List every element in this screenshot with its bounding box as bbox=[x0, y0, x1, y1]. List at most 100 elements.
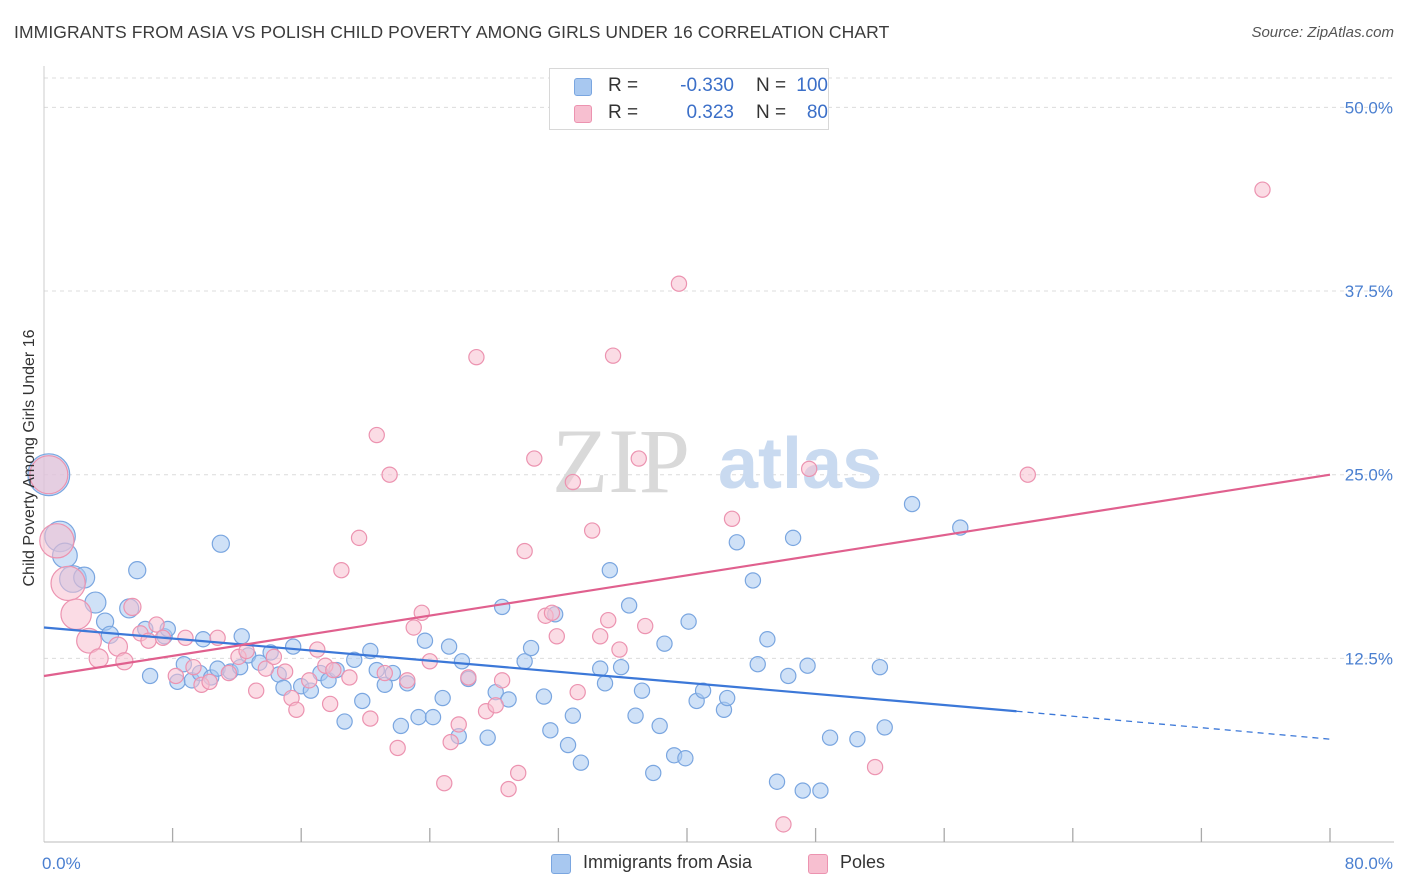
legend-n-label: N = bbox=[756, 102, 787, 123]
point-asia bbox=[453, 653, 471, 670]
point-poles bbox=[405, 619, 422, 636]
point-poles bbox=[399, 672, 416, 689]
point-asia bbox=[424, 708, 442, 726]
point-poles bbox=[670, 275, 688, 292]
point-poles bbox=[460, 669, 477, 686]
point-poles bbox=[487, 697, 504, 714]
point-asia bbox=[410, 708, 427, 726]
axes bbox=[43, 66, 1394, 843]
point-asia bbox=[434, 689, 451, 707]
point-asia bbox=[479, 729, 496, 746]
point-asia bbox=[794, 782, 811, 799]
point-poles bbox=[177, 629, 194, 646]
source-credit: Source: ZipAtlas.com bbox=[1251, 24, 1394, 41]
point-poles bbox=[543, 604, 561, 622]
point-poles bbox=[148, 616, 165, 633]
point-poles bbox=[76, 627, 102, 654]
legend-r-label: R = bbox=[608, 102, 639, 123]
point-poles bbox=[604, 347, 622, 364]
point-poles bbox=[247, 682, 265, 699]
point-asia bbox=[440, 638, 458, 655]
point-asia bbox=[749, 656, 766, 673]
point-asia bbox=[768, 773, 786, 790]
point-poles bbox=[436, 775, 453, 792]
point-poles bbox=[50, 565, 86, 602]
point-asia bbox=[194, 631, 212, 648]
point-asia bbox=[522, 639, 540, 657]
trend-line-asia bbox=[43, 626, 1017, 713]
legend-r-label: R = bbox=[608, 75, 639, 96]
point-poles bbox=[301, 672, 318, 689]
bottom-legend-label-poles: Poles bbox=[840, 852, 886, 872]
point-poles bbox=[60, 598, 92, 631]
point-asia bbox=[759, 631, 776, 648]
bottom-legend-label-asia: Immigrants from Asia bbox=[583, 852, 753, 872]
point-poles bbox=[185, 658, 202, 676]
point-asia bbox=[128, 561, 147, 580]
point-asia bbox=[392, 717, 410, 735]
point-poles bbox=[88, 648, 109, 669]
point-poles bbox=[362, 710, 379, 727]
point-poles bbox=[450, 716, 467, 733]
point-poles bbox=[257, 660, 275, 677]
point-poles bbox=[468, 348, 485, 366]
point-asia bbox=[871, 658, 889, 676]
point-asia bbox=[612, 658, 630, 676]
point-asia bbox=[656, 635, 673, 652]
point-asia bbox=[627, 707, 644, 724]
point-asia bbox=[535, 688, 553, 705]
point-asia bbox=[493, 598, 511, 616]
point-poles bbox=[350, 529, 368, 547]
point-asia bbox=[596, 675, 614, 692]
point-poles bbox=[569, 683, 586, 701]
legend-swatch-poles bbox=[574, 105, 592, 123]
point-asia bbox=[680, 613, 697, 630]
watermark: ZIP atlas bbox=[552, 410, 882, 512]
point-poles bbox=[381, 466, 398, 483]
tick-labels: 12.5% 25.0% 37.5% 50.0% 0.0% 80.0% bbox=[42, 98, 1393, 873]
point-poles bbox=[115, 652, 134, 671]
point-asia bbox=[559, 736, 577, 754]
bottom-legend-swatch-poles bbox=[808, 854, 828, 874]
legend-n-value: 80 bbox=[806, 102, 828, 123]
point-asia bbox=[620, 597, 638, 614]
point-asia bbox=[572, 754, 590, 771]
point-asia bbox=[601, 561, 619, 579]
point-asia bbox=[876, 719, 893, 736]
point-asia bbox=[744, 572, 762, 589]
point-poles bbox=[29, 455, 69, 495]
point-poles bbox=[341, 669, 358, 686]
point-poles bbox=[800, 460, 818, 478]
point-poles bbox=[611, 641, 628, 658]
points-layer bbox=[27, 181, 1271, 833]
point-asia bbox=[346, 651, 363, 669]
point-poles bbox=[333, 561, 350, 579]
point-poles bbox=[500, 780, 517, 798]
trend-line-asia-extension bbox=[1016, 710, 1331, 740]
point-poles bbox=[600, 611, 617, 629]
point-poles bbox=[866, 758, 884, 776]
point-asia bbox=[784, 529, 802, 547]
point-poles bbox=[1019, 466, 1036, 483]
watermark-zip: ZIP bbox=[552, 410, 690, 512]
point-poles bbox=[630, 450, 647, 467]
point-asia bbox=[633, 682, 651, 699]
point-asia bbox=[141, 667, 159, 685]
trend-line-poles bbox=[43, 473, 1331, 678]
legend-r-value: 0.323 bbox=[686, 102, 734, 123]
point-poles bbox=[510, 764, 527, 782]
point-poles bbox=[637, 617, 654, 635]
point-poles bbox=[201, 673, 218, 691]
point-poles bbox=[265, 648, 283, 666]
point-asia bbox=[677, 750, 694, 767]
point-poles bbox=[288, 701, 305, 718]
point-asia bbox=[651, 717, 668, 735]
point-asia bbox=[211, 534, 230, 553]
legend-swatch-asia bbox=[574, 78, 592, 96]
x-tick-label: 80.0% bbox=[1345, 854, 1393, 873]
point-poles bbox=[325, 661, 342, 679]
point-poles bbox=[526, 450, 543, 467]
point-asia bbox=[821, 729, 839, 746]
point-poles bbox=[389, 739, 406, 757]
